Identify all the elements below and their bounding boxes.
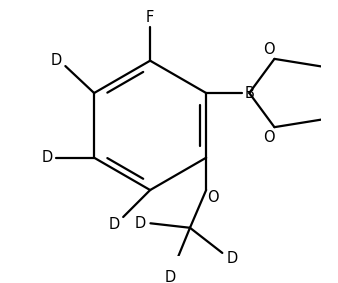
Text: O: O [208,190,219,205]
Text: O: O [263,130,275,145]
Text: D: D [135,216,146,231]
Text: F: F [146,10,154,25]
Text: D: D [226,251,238,266]
Text: B: B [244,85,254,100]
Text: D: D [42,150,53,165]
Text: D: D [165,270,176,283]
Text: O: O [263,42,275,57]
Text: D: D [51,53,62,68]
Text: D: D [108,217,120,232]
